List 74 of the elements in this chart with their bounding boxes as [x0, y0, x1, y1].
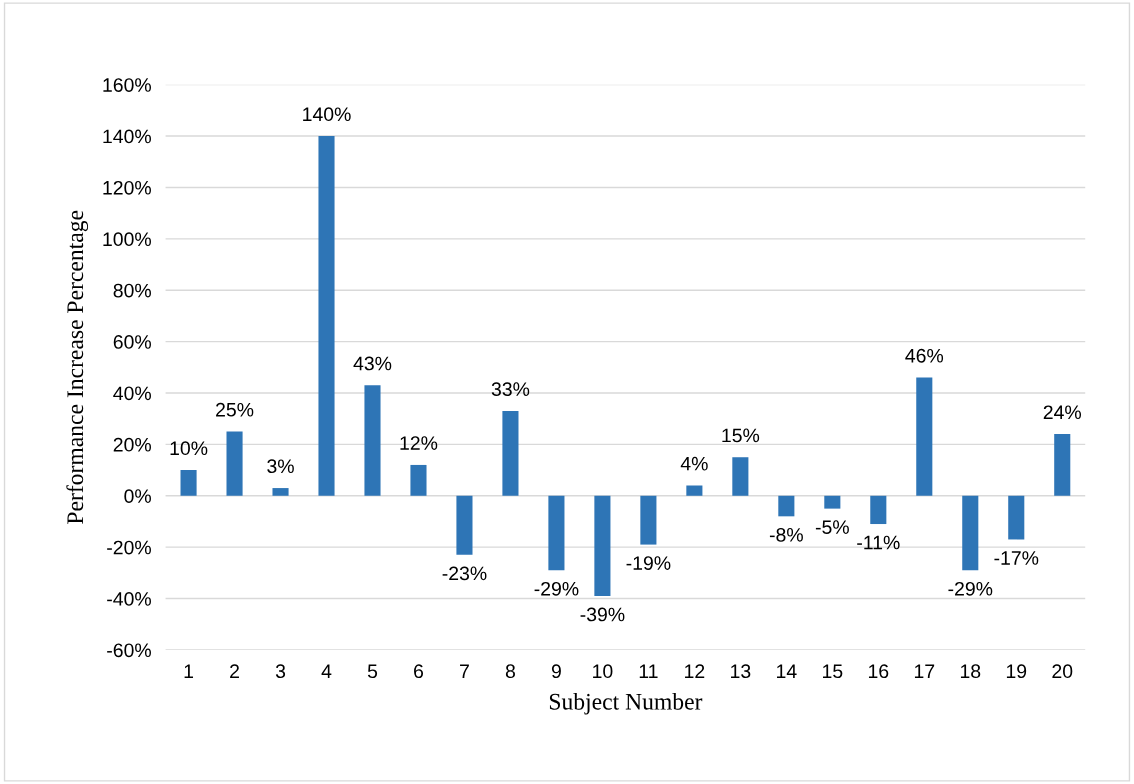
y-tick-label: 0% [124, 489, 151, 504]
data-label: 12% [400, 436, 438, 450]
x-tick-label: 3 [275, 664, 286, 679]
bar [364, 385, 381, 496]
data-label: 10% [170, 441, 208, 456]
x-tick-label: 10 [593, 664, 613, 679]
x-tick-label: 17 [914, 664, 935, 678]
x-tick-label: 16 [868, 664, 889, 679]
bar [594, 495, 611, 596]
data-label: -5% [815, 520, 849, 535]
bar [502, 410, 519, 496]
x-tick-label: 13 [731, 664, 751, 679]
x-tick-label: 1 [184, 664, 194, 678]
bar [640, 495, 657, 545]
bar [732, 457, 749, 496]
bar [548, 495, 565, 571]
y-tick-label: -60% [107, 643, 151, 658]
data-label: 43% [353, 356, 392, 371]
bar [226, 431, 243, 496]
data-label: 24% [1043, 405, 1082, 420]
bar [870, 495, 887, 525]
x-tick-label: 12 [685, 664, 705, 678]
data-label: 46% [905, 348, 944, 363]
bar [272, 488, 289, 496]
data-label: -19% [626, 556, 671, 570]
data-label: -11% [857, 535, 900, 550]
bar [778, 495, 795, 517]
bar [180, 470, 197, 496]
x-tick-label: 2 [230, 664, 239, 678]
bar [962, 495, 979, 571]
y-tick-label: 140% [103, 129, 151, 144]
x-tick-label: 11 [639, 664, 658, 678]
y-tick-label: -40% [107, 592, 151, 606]
y-axis-title: Performance Increase Percentage [66, 210, 89, 524]
y-tick-label: 80% [113, 283, 151, 298]
x-tick-label: 7 [460, 664, 469, 678]
bar [318, 136, 335, 496]
x-tick-label: 15 [823, 664, 843, 679]
y-tick-label: 120% [103, 180, 151, 195]
y-tick-label: 100% [103, 232, 151, 247]
x-tick-label: 8 [505, 664, 515, 679]
data-label: 4% [680, 456, 708, 471]
data-label: 140% [303, 107, 351, 122]
bar [1008, 495, 1025, 540]
bar [410, 464, 427, 496]
data-label: -39% [580, 607, 625, 622]
y-tick-label: 20% [113, 437, 151, 452]
x-tick-label: 20 [1052, 664, 1073, 679]
y-tick-label: 60% [113, 335, 151, 349]
x-tick-label: 9 [551, 664, 561, 679]
bar [916, 377, 933, 496]
data-label: -17% [994, 551, 1039, 565]
bar [456, 495, 473, 555]
y-tick-label: 40% [113, 386, 151, 401]
x-tick-label: 14 [777, 664, 797, 678]
data-label: 25% [216, 402, 254, 417]
x-tick-label: 4 [321, 664, 332, 678]
data-label: -23% [442, 566, 487, 581]
data-label: -29% [948, 581, 993, 596]
x-tick-label: 6 [414, 664, 424, 679]
x-axis-title: Subject Number [549, 693, 703, 715]
data-label: 33% [491, 382, 530, 397]
data-label: 3% [267, 459, 294, 474]
bar [686, 485, 703, 496]
y-tick-label: 160% [103, 78, 151, 92]
x-tick-label: 19 [1006, 664, 1027, 679]
data-label: 15% [722, 428, 760, 443]
y-tick-label: -20% [107, 540, 151, 555]
x-tick-label: 5 [367, 664, 378, 679]
bar [824, 495, 841, 509]
bar [1054, 434, 1071, 496]
data-label: -29% [534, 581, 579, 596]
data-label: -8% [769, 527, 803, 542]
x-tick-label: 18 [960, 664, 981, 679]
